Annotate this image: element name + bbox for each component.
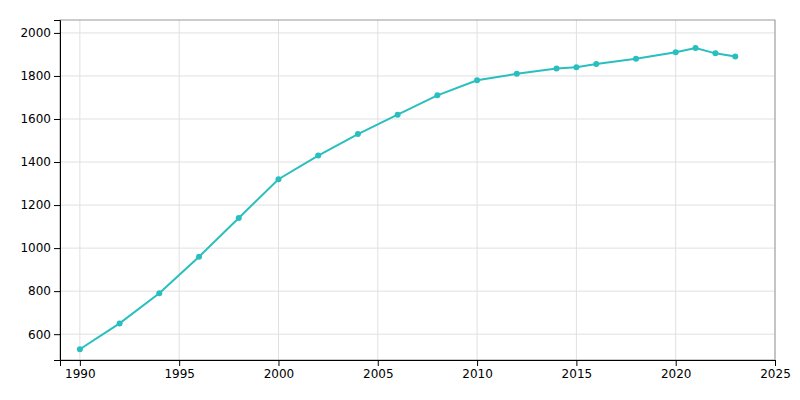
x-tick-label: 2020: [661, 367, 692, 381]
x-tick-mark: [775, 360, 776, 366]
grid-line-y: [60, 291, 775, 292]
x-tick-label: 2025: [760, 367, 791, 381]
y-tick: 2000: [20, 26, 60, 40]
grid: [60, 20, 775, 360]
grid-line-y: [60, 334, 775, 335]
point: [315, 153, 321, 159]
point: [712, 50, 718, 56]
y-tick: 1000: [20, 241, 60, 255]
grid-line-y: [60, 75, 775, 76]
grid-line-x: [79, 20, 80, 360]
point: [633, 56, 639, 62]
y-tick: 1400: [20, 155, 60, 169]
y-tick: 800: [28, 284, 60, 298]
y-tick-label: 1600: [20, 112, 51, 126]
x-tick: 1995: [164, 360, 195, 381]
point: [196, 254, 202, 260]
point: [275, 176, 281, 182]
y-tick-mark: [54, 291, 60, 292]
y-axis-line: [54, 21, 61, 361]
grid-line-y: [60, 205, 775, 206]
x-tick-label: 2005: [363, 367, 394, 381]
x-tick-mark: [80, 360, 81, 366]
x-axis: 1990 1995 2000 2005 2010 2015 2020 2025: [61, 360, 791, 381]
x-tick-mark: [378, 360, 379, 366]
point: [514, 71, 520, 77]
point: [573, 64, 579, 70]
point: [434, 92, 440, 98]
grid-line-y: [60, 118, 775, 119]
x-tick-mark: [179, 360, 180, 366]
x-tick-mark: [676, 360, 677, 366]
y-tick-label: 800: [28, 284, 51, 298]
point: [156, 290, 162, 296]
grid-line-x: [278, 20, 279, 360]
grid-line-y: [60, 32, 775, 33]
x-tick-mark: [278, 360, 279, 366]
grid-line-x: [179, 20, 180, 360]
x-tick-label: 2015: [562, 367, 593, 381]
point: [474, 77, 480, 83]
y-tick-label: 1000: [20, 241, 51, 255]
y-tick: 1200: [20, 198, 60, 212]
x-tick: 2000: [264, 360, 295, 381]
point: [117, 320, 123, 326]
y-tick: 1600: [20, 112, 60, 126]
x-tick: 2015: [562, 360, 593, 381]
point: [732, 54, 738, 60]
y-tick: 600: [28, 328, 60, 342]
x-axis-line: [61, 361, 776, 367]
x-tick-label: 2010: [462, 367, 493, 381]
y-tick-mark: [54, 248, 60, 249]
grid-line-x: [477, 20, 478, 360]
y-tick-mark: [54, 33, 60, 34]
y-tick-label: 1800: [20, 69, 51, 83]
y-tick-label: 600: [28, 328, 51, 342]
point: [77, 346, 83, 352]
point: [236, 215, 242, 221]
y-tick: 1800: [20, 69, 60, 83]
point: [593, 61, 599, 67]
grid-line-y: [60, 248, 775, 249]
x-tick-label: 2000: [264, 367, 295, 381]
y-tick-mark: [54, 205, 60, 206]
x-tick: 1990: [65, 360, 96, 381]
y-axis: 600 800 1000 1200 1400 1600 1800 2000: [20, 21, 60, 361]
line: [80, 48, 735, 349]
plot: 1990 1995 2000 2005 2010 2015 2020 2025 600 800 10…: [20, 20, 790, 381]
data-layer: [77, 45, 738, 352]
x-tick: 2005: [363, 360, 394, 381]
y-tick-label: 1200: [20, 198, 51, 212]
point: [693, 45, 699, 51]
grid-line-x: [675, 20, 676, 360]
y-tick-mark: [54, 334, 60, 335]
y-tick-mark: [54, 76, 60, 77]
point: [554, 65, 560, 71]
plot-frame: [60, 20, 775, 360]
x-tick: 2010: [462, 360, 493, 381]
x-tick-label: 1990: [65, 367, 96, 381]
grid-line-y: [60, 162, 775, 163]
x-tick-mark: [576, 360, 577, 366]
grid-line-x: [576, 20, 577, 360]
x-tick-label: 1995: [164, 367, 195, 381]
chart: 1990 1995 2000 2005 2010 2015 2020 2025 600 800 10…: [0, 0, 800, 400]
point: [673, 49, 679, 55]
point: [395, 112, 401, 118]
y-tick-mark: [54, 119, 60, 120]
y-tick-label: 1400: [20, 155, 51, 169]
x-tick-mark: [477, 360, 478, 366]
x-tick: 2025: [760, 360, 791, 381]
x-tick: 2020: [661, 360, 692, 381]
grid-line-x: [377, 20, 378, 360]
y-tick-mark: [54, 162, 60, 163]
y-tick-label: 2000: [20, 26, 51, 40]
point: [355, 131, 361, 137]
